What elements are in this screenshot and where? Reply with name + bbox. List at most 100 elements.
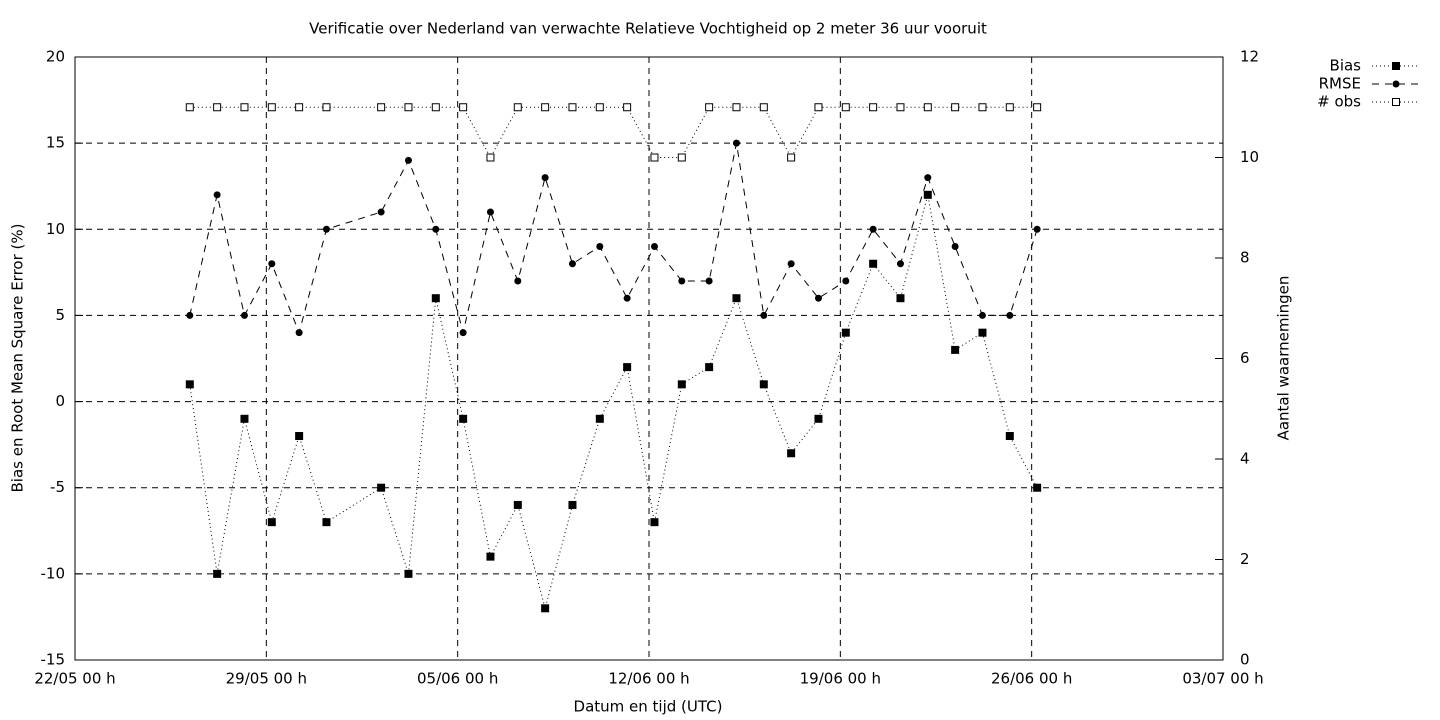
- point: [978, 328, 987, 337]
- y-tick-label: 0: [55, 392, 65, 410]
- x-tick-label: 19/06 00 h: [800, 670, 881, 688]
- point: [240, 414, 249, 423]
- y-tick-label: -15: [41, 651, 66, 669]
- point: [240, 311, 248, 319]
- point: [513, 103, 522, 112]
- point: [759, 380, 768, 389]
- x-tick-label: 05/06 00 h: [417, 670, 498, 688]
- point: [678, 277, 686, 285]
- point: [185, 380, 194, 389]
- point: [459, 414, 468, 423]
- point: [650, 518, 659, 527]
- point: [377, 483, 386, 492]
- series-line: [189, 143, 1038, 335]
- point: [213, 103, 222, 112]
- point: [677, 380, 686, 389]
- point: [486, 552, 495, 561]
- chart-title: Verificatie over Nederland van verwachte…: [309, 20, 987, 38]
- point: [459, 329, 467, 337]
- legend-label: Bias: [1330, 57, 1362, 75]
- x-tick-label: 26/06 00 h: [991, 670, 1072, 688]
- x-axis-label: Datum en tijd (UTC): [574, 698, 723, 716]
- point: [951, 103, 960, 112]
- point: [185, 103, 194, 112]
- point: [842, 277, 850, 285]
- point: [869, 259, 878, 268]
- point: [432, 225, 440, 233]
- x-tick-label: 29/05 00 h: [226, 670, 307, 688]
- point: [595, 103, 604, 112]
- point: [841, 103, 850, 112]
- legend-marker: [1392, 98, 1400, 106]
- point: [568, 500, 577, 509]
- point: [869, 103, 878, 112]
- point: [541, 103, 550, 112]
- point: [732, 139, 740, 147]
- point: [295, 329, 303, 337]
- point: [623, 294, 631, 302]
- point: [514, 277, 522, 285]
- point: [814, 414, 823, 423]
- point: [896, 260, 904, 268]
- point: [595, 414, 604, 423]
- x-tick-label: 03/07 00 h: [1182, 670, 1263, 688]
- point: [486, 208, 494, 216]
- point: [923, 103, 932, 112]
- legend-label: # obs: [1317, 93, 1361, 111]
- x-tick-label: 22/05 00 h: [34, 670, 115, 688]
- point: [978, 103, 987, 112]
- y2-tick-label: 10: [1240, 148, 1259, 166]
- y2-tick-label: 4: [1240, 450, 1250, 468]
- point: [623, 103, 632, 112]
- point: [1006, 311, 1014, 319]
- point: [650, 243, 658, 251]
- point: [732, 103, 741, 112]
- legend-label: RMSE: [1319, 75, 1361, 93]
- y-tick-label: -10: [41, 564, 66, 582]
- point: [240, 103, 249, 112]
- legend-marker: [1392, 80, 1400, 88]
- point: [650, 153, 659, 162]
- point: [923, 190, 932, 199]
- point: [705, 103, 714, 112]
- y2-tick-label: 12: [1240, 48, 1259, 66]
- point: [787, 260, 795, 268]
- point: [869, 225, 877, 233]
- legend-marker: [1392, 62, 1400, 70]
- point: [295, 103, 304, 112]
- y-axis-label: Bias en Root Mean Square Error (%): [9, 224, 27, 493]
- point: [978, 311, 986, 319]
- point: [267, 518, 276, 527]
- point: [513, 500, 522, 509]
- point: [486, 153, 495, 162]
- point: [541, 604, 550, 613]
- point: [404, 156, 412, 164]
- point: [568, 260, 576, 268]
- point: [568, 103, 577, 112]
- point: [787, 449, 796, 458]
- point: [1005, 103, 1014, 112]
- y-tick-label: 20: [46, 48, 65, 66]
- y-tick-label: -5: [50, 478, 65, 496]
- y-tick-label: 5: [55, 306, 65, 324]
- point: [404, 569, 413, 578]
- x-tick-label: 12/06 00 h: [608, 670, 689, 688]
- point: [760, 311, 768, 319]
- series-line: [189, 106, 1038, 159]
- point: [1005, 432, 1014, 441]
- y2-tick-label: 0: [1240, 651, 1250, 669]
- point: [814, 103, 823, 112]
- y2-tick-label: 8: [1240, 249, 1250, 267]
- point: [267, 103, 276, 112]
- point: [322, 103, 331, 112]
- y-tick-label: 10: [46, 220, 65, 238]
- point: [377, 208, 385, 216]
- point: [431, 294, 440, 303]
- series-line: [189, 194, 1038, 611]
- y2-axis-label: Aantal waarnemingen: [1275, 276, 1293, 441]
- point: [404, 103, 413, 112]
- point: [787, 153, 796, 162]
- point: [295, 432, 304, 441]
- point: [677, 153, 686, 162]
